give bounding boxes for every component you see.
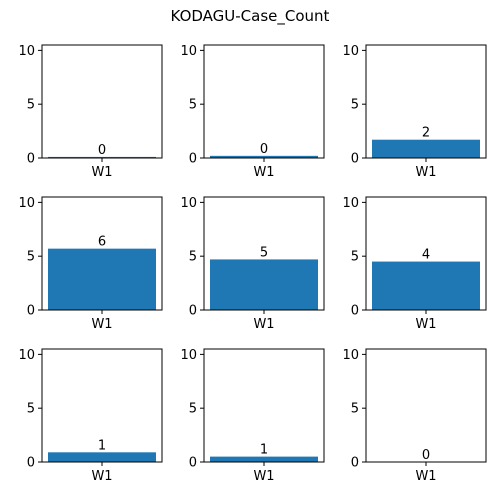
- x-tick-label: W1: [91, 317, 112, 332]
- y-tick-label: 5: [27, 402, 35, 417]
- y-tick-label: 0: [189, 304, 197, 319]
- data-label: 0: [260, 142, 268, 157]
- axes-frame: [365, 44, 487, 159]
- y-tick-label: 10: [180, 196, 197, 211]
- y-tick-label: 0: [27, 456, 35, 471]
- x-tick-label: W1: [415, 469, 436, 484]
- y-tick-label: 10: [342, 44, 359, 59]
- x-tick-label: W1: [91, 469, 112, 484]
- bar: [48, 248, 156, 310]
- axes-frame: [41, 44, 163, 159]
- bar: [210, 456, 318, 462]
- y-tick-label: 5: [351, 402, 359, 417]
- y-tick-label: 5: [189, 402, 197, 417]
- axes-frame: [365, 348, 487, 463]
- y-tick-label: 10: [18, 196, 35, 211]
- axes-frame: [203, 196, 325, 311]
- y-tick-label: 10: [18, 348, 35, 363]
- y-tick-label: 0: [351, 304, 359, 319]
- bar: [210, 259, 318, 310]
- y-tick-label: 10: [342, 348, 359, 363]
- bar: [210, 155, 318, 158]
- axes-frame: [365, 196, 487, 311]
- chart-title: KODAGU-Case_Count: [170, 7, 330, 25]
- x-tick-label: W1: [253, 317, 274, 332]
- y-tick-label: 5: [27, 98, 35, 113]
- axes-frame: [41, 348, 163, 463]
- y-tick-label: 10: [342, 196, 359, 211]
- x-tick-label: W1: [415, 317, 436, 332]
- y-tick-label: 10: [180, 348, 197, 363]
- data-label: 2: [422, 126, 430, 141]
- y-tick-label: 5: [189, 98, 197, 113]
- y-tick-label: 0: [189, 456, 197, 471]
- y-tick-label: 10: [18, 44, 35, 59]
- data-label: 1: [98, 438, 106, 453]
- y-tick-label: 10: [180, 44, 197, 59]
- x-tick-label: W1: [253, 165, 274, 180]
- y-tick-label: 5: [189, 250, 197, 265]
- axes-frame: [41, 196, 163, 311]
- y-tick-label: 5: [351, 98, 359, 113]
- bar: [48, 452, 156, 462]
- y-tick-label: 5: [27, 250, 35, 265]
- data-label: 5: [260, 245, 268, 260]
- y-tick-label: 0: [27, 152, 35, 167]
- y-tick-label: 0: [189, 152, 197, 167]
- data-label: 4: [422, 248, 430, 263]
- bar: [48, 156, 156, 158]
- bar: [372, 261, 480, 310]
- axes-frame: [203, 348, 325, 463]
- x-tick-label: W1: [253, 469, 274, 484]
- x-tick-label: W1: [415, 165, 436, 180]
- axes-frame: [203, 44, 325, 159]
- y-tick-label: 0: [351, 152, 359, 167]
- data-label: 0: [422, 448, 430, 463]
- data-label: 0: [98, 143, 106, 158]
- data-label: 6: [98, 235, 106, 250]
- y-tick-label: 5: [351, 250, 359, 265]
- data-label: 1: [260, 443, 268, 458]
- x-tick-label: W1: [91, 165, 112, 180]
- bar: [372, 139, 480, 158]
- y-tick-label: 0: [27, 304, 35, 319]
- y-tick-label: 0: [351, 456, 359, 471]
